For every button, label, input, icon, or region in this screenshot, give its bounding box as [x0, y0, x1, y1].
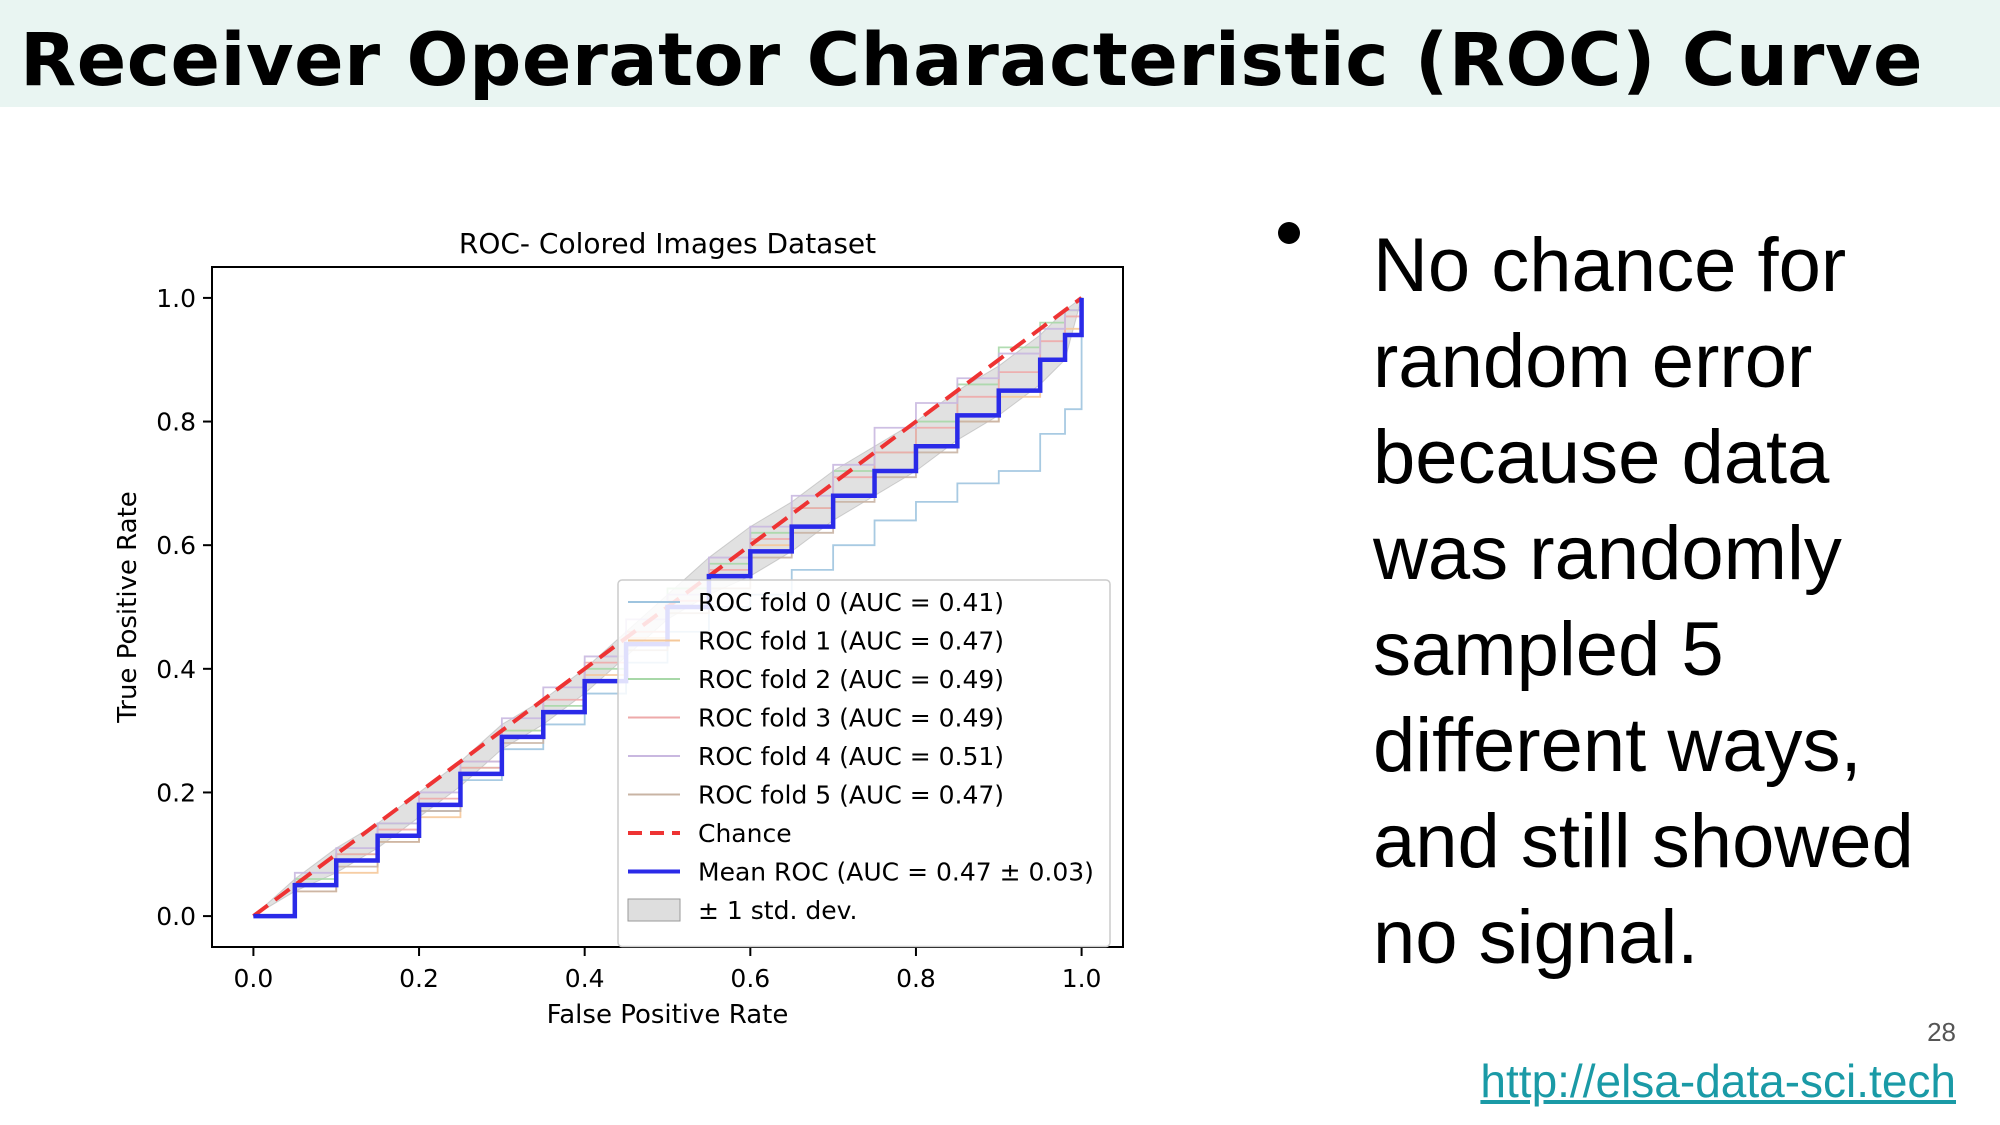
x-tick-label: 0.2	[399, 964, 439, 993]
legend-label-6: Chance	[698, 819, 792, 848]
legend-swatch-band	[627, 898, 681, 922]
bullet-text: No chance for random error because data …	[1373, 223, 1914, 980]
x-tick-label: 1.0	[1062, 964, 1102, 993]
legend-label-2: ROC fold 2 (AUC = 0.49)	[698, 665, 1004, 694]
chart-title: ROC- Colored Images Dataset	[459, 227, 876, 260]
x-tick-label: 0.0	[234, 964, 274, 993]
y-tick-label: 0.2	[156, 778, 196, 807]
page-number: 28	[1927, 1017, 1956, 1047]
legend-label-7: Mean ROC (AUC = 0.47 ± 0.03)	[698, 858, 1094, 887]
x-tick-label: 0.6	[730, 964, 770, 993]
x-tick-label: 0.8	[896, 964, 936, 993]
legend-label-5: ROC fold 5 (AUC = 0.47)	[698, 781, 1004, 810]
legend-label-1: ROC fold 1 (AUC = 0.47)	[698, 627, 1004, 656]
roc-chart: ROC- Colored Images Dataset 0.0 0.2 0.4 0.6 0…	[113, 227, 1124, 1030]
legend-label-4: ROC fold 4 (AUC = 0.51)	[698, 742, 1004, 771]
website-link[interactable]: http://elsa-data-sci.tech	[1480, 1055, 1956, 1107]
legend-label-0: ROC fold 0 (AUC = 0.41)	[698, 588, 1004, 617]
y-tick-label: 1.0	[156, 284, 196, 313]
title-band	[0, 0, 2000, 107]
legend-label-8: ± 1 std. dev.	[698, 896, 857, 925]
x-tick-label: 0.4	[565, 964, 605, 993]
y-axis-label: True Positive Rate	[113, 491, 143, 724]
legend-label-3: ROC fold 3 (AUC = 0.49)	[698, 704, 1004, 733]
y-tick-label: 0.8	[156, 408, 196, 437]
legend-box	[617, 579, 1111, 948]
y-tick-label: 0.4	[156, 655, 196, 684]
y-tick-label: 0.0	[156, 902, 196, 931]
slide-title: Receiver Operator Characteristic (ROC) C…	[20, 18, 1924, 103]
bullet-dot	[1278, 222, 1300, 244]
x-axis-label: False Positive Rate	[547, 1000, 789, 1030]
y-tick-label: 0.6	[156, 531, 196, 560]
